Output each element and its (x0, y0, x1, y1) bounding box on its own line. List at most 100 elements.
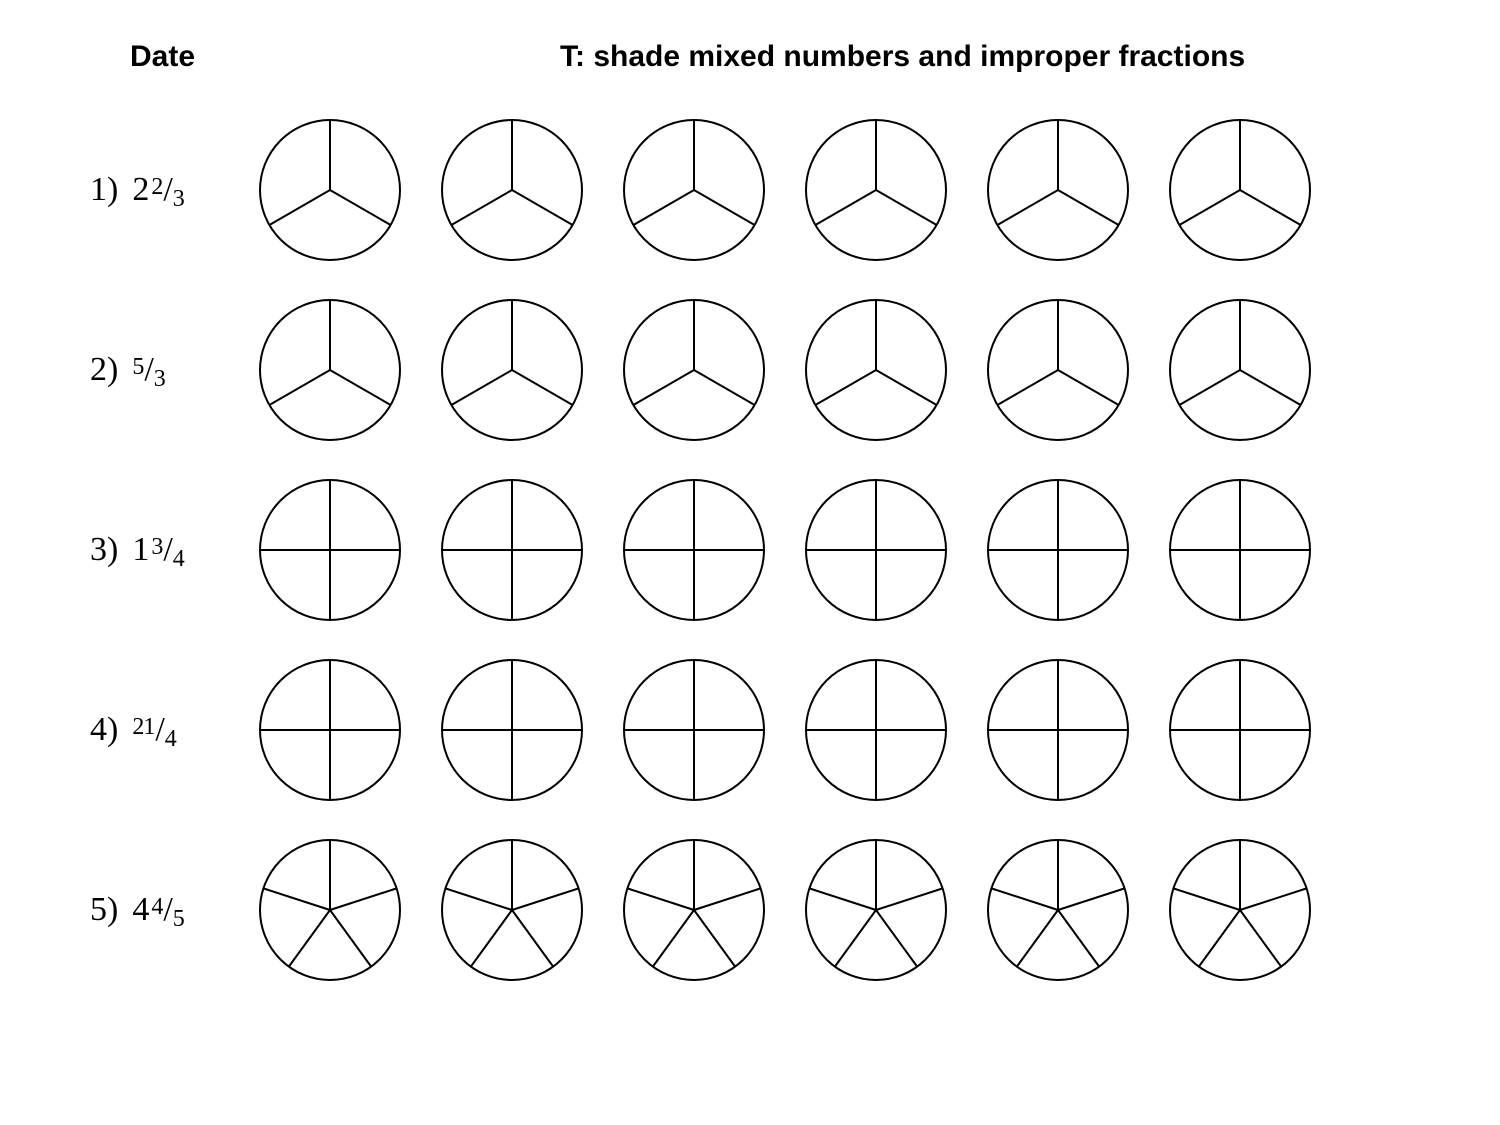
fraction-circle-icon (258, 658, 402, 802)
fraction: 2/3 (151, 171, 183, 209)
fraction-circle (250, 650, 410, 810)
circles-group (250, 110, 1420, 270)
fraction-circle (250, 830, 410, 990)
fraction: 4/5 (151, 891, 183, 929)
row-index: 5) (90, 891, 118, 929)
fraction-circle-icon (622, 298, 766, 442)
fraction-circle (614, 110, 774, 270)
fraction-circle-icon (258, 478, 402, 622)
fraction-circle (432, 650, 592, 810)
row-index: 1) (90, 171, 118, 209)
worksheet-row: 2) 5/3 (80, 290, 1420, 450)
fraction-circle (978, 830, 1138, 990)
fraction-circle (250, 470, 410, 630)
rows-container: 1)22/32)5/33)13/44)21/45)44/5 (80, 110, 1420, 1010)
fraction-circle-icon (622, 118, 766, 262)
fraction-circle-icon (440, 298, 584, 442)
whole-number: 1 (132, 531, 149, 569)
circles-group (250, 290, 1420, 450)
row-index: 2) (90, 351, 118, 389)
fraction-circle (1160, 470, 1320, 630)
worksheet-page: Date T: shade mixed numbers and improper… (0, 0, 1500, 1125)
fraction-circle-icon (804, 838, 948, 982)
fraction-denominator: 3 (154, 366, 165, 393)
fraction-circle-icon (986, 298, 1130, 442)
fraction-slash: / (155, 711, 163, 749)
fraction-circle (796, 290, 956, 450)
fraction-slash: / (163, 171, 171, 209)
row-label: 4)21/4 (80, 711, 250, 749)
fraction-denominator: 4 (165, 726, 176, 753)
fraction-circle-icon (804, 658, 948, 802)
fraction-circle (796, 830, 956, 990)
fraction-circle-icon (258, 298, 402, 442)
fraction-circle (796, 650, 956, 810)
fraction-circle-icon (1168, 658, 1312, 802)
fraction-circle-icon (440, 118, 584, 262)
fraction-circle (250, 110, 410, 270)
fraction-circle-icon (986, 838, 1130, 982)
fraction-circle-icon (622, 838, 766, 982)
fraction-circle-icon (804, 478, 948, 622)
fraction-circle (1160, 830, 1320, 990)
fraction-circle-icon (258, 838, 402, 982)
fraction-circle (614, 470, 774, 630)
fraction-numerator: 21 (132, 714, 154, 741)
fraction-circle-icon (1168, 838, 1312, 982)
fraction-circle (614, 830, 774, 990)
fraction-circle (978, 290, 1138, 450)
fraction-circle (796, 110, 956, 270)
fraction-circle-icon (1168, 118, 1312, 262)
fraction-circle (1160, 290, 1320, 450)
row-label: 5) 44/5 (80, 891, 250, 929)
fraction-denominator: 3 (173, 186, 184, 213)
worksheet-row: 1) 22/3 (80, 110, 1420, 270)
fraction-circle-icon (804, 298, 948, 442)
fraction-circle (978, 470, 1138, 630)
fraction-slash: / (163, 531, 171, 569)
worksheet-row: 3)13/4 (80, 470, 1420, 630)
fraction-denominator: 4 (173, 546, 184, 573)
row-index: 4) (90, 711, 118, 749)
circles-group (250, 470, 1420, 630)
circles-group (250, 830, 1420, 990)
fraction-circle (978, 650, 1138, 810)
fraction-numerator: 3 (151, 534, 162, 561)
date-label: Date (130, 40, 195, 74)
fraction-circle-icon (986, 478, 1130, 622)
fraction-slash: / (144, 351, 152, 389)
fraction-denominator: 5 (173, 906, 184, 933)
fraction-circle (250, 290, 410, 450)
fraction-circle-icon (440, 838, 584, 982)
fraction-circle-icon (986, 658, 1130, 802)
fraction-circle (432, 470, 592, 630)
fraction-numerator: 2 (151, 174, 162, 201)
fraction-slash: / (163, 891, 171, 929)
fraction-circle-icon (440, 658, 584, 802)
fraction-circle (432, 830, 592, 990)
fraction: 3/4 (151, 531, 183, 569)
fraction-circle (796, 470, 956, 630)
fraction-circle (614, 290, 774, 450)
circles-group (250, 650, 1420, 810)
fraction-circle-icon (258, 118, 402, 262)
row-label: 2) 5/3 (80, 351, 250, 389)
fraction-circle-icon (986, 118, 1130, 262)
fraction-circle-icon (1168, 298, 1312, 442)
fraction-circle (978, 110, 1138, 270)
fraction-circle (1160, 110, 1320, 270)
fraction-circle (432, 110, 592, 270)
fraction-circle-icon (1168, 478, 1312, 622)
fraction-circle (1160, 650, 1320, 810)
row-label: 3)13/4 (80, 531, 250, 569)
fraction-numerator: 5 (132, 354, 143, 381)
whole-number: 4 (132, 891, 149, 929)
worksheet-row: 4) 21/4 (80, 650, 1420, 810)
fraction-circle (614, 650, 774, 810)
worksheet-row: 5) 44/5 (80, 830, 1420, 990)
fraction-circle (432, 290, 592, 450)
row-label: 1) 22/3 (80, 171, 250, 209)
fraction: 5/3 (132, 351, 164, 389)
fraction-circle-icon (622, 658, 766, 802)
fraction-circle-icon (440, 478, 584, 622)
